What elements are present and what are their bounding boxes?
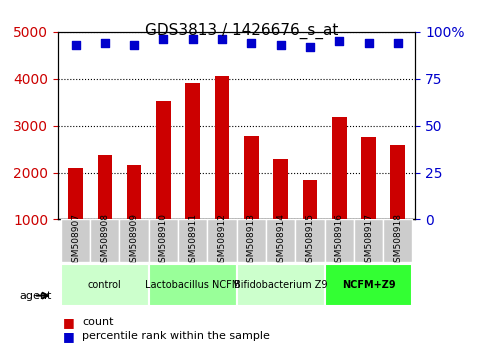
Bar xyxy=(332,117,346,266)
FancyBboxPatch shape xyxy=(325,219,354,262)
FancyBboxPatch shape xyxy=(383,219,412,262)
Text: GSM508910: GSM508910 xyxy=(159,213,168,268)
Text: Bifidobacterium Z9: Bifidobacterium Z9 xyxy=(234,280,327,290)
Bar xyxy=(273,159,288,266)
Bar xyxy=(244,136,258,266)
Text: GSM508913: GSM508913 xyxy=(247,213,256,268)
Text: Lactobacillus NCFM: Lactobacillus NCFM xyxy=(145,280,241,290)
Point xyxy=(218,36,226,42)
Point xyxy=(394,40,402,46)
Bar xyxy=(185,82,200,266)
FancyBboxPatch shape xyxy=(207,219,237,262)
FancyBboxPatch shape xyxy=(295,219,325,262)
Text: GSM508911: GSM508911 xyxy=(188,213,197,268)
FancyBboxPatch shape xyxy=(354,219,383,262)
Text: GSM508914: GSM508914 xyxy=(276,213,285,268)
Text: percentile rank within the sample: percentile rank within the sample xyxy=(82,331,270,341)
Text: GSM508918: GSM508918 xyxy=(393,213,402,268)
Bar xyxy=(215,76,229,266)
Text: ■: ■ xyxy=(63,316,74,329)
Bar xyxy=(361,137,376,266)
FancyBboxPatch shape xyxy=(61,264,149,306)
FancyBboxPatch shape xyxy=(149,264,237,306)
Bar xyxy=(98,155,112,266)
Text: GDS3813 / 1426676_s_at: GDS3813 / 1426676_s_at xyxy=(145,23,338,39)
Point xyxy=(71,42,79,48)
Text: GSM508915: GSM508915 xyxy=(305,213,314,268)
FancyBboxPatch shape xyxy=(237,219,266,262)
Text: GSM508917: GSM508917 xyxy=(364,213,373,268)
Point xyxy=(306,44,314,50)
Bar xyxy=(156,101,171,266)
Text: GSM508916: GSM508916 xyxy=(335,213,344,268)
Text: agent: agent xyxy=(19,291,52,301)
Point xyxy=(247,40,255,46)
FancyBboxPatch shape xyxy=(149,219,178,262)
Point xyxy=(101,40,109,46)
Bar xyxy=(68,168,83,266)
Point xyxy=(335,38,343,44)
Point xyxy=(159,36,167,42)
Text: count: count xyxy=(82,317,114,327)
FancyBboxPatch shape xyxy=(325,264,412,306)
Point xyxy=(277,42,284,48)
FancyBboxPatch shape xyxy=(90,219,119,262)
Bar xyxy=(127,165,142,266)
FancyBboxPatch shape xyxy=(61,219,90,262)
FancyBboxPatch shape xyxy=(266,219,295,262)
Bar xyxy=(390,145,405,266)
Text: GSM508908: GSM508908 xyxy=(100,213,109,268)
Bar xyxy=(302,180,317,266)
Point xyxy=(189,36,197,42)
Text: control: control xyxy=(88,280,122,290)
Point xyxy=(365,40,372,46)
FancyBboxPatch shape xyxy=(119,219,149,262)
Text: GSM508912: GSM508912 xyxy=(217,213,227,268)
Text: GSM508907: GSM508907 xyxy=(71,213,80,268)
FancyBboxPatch shape xyxy=(237,264,325,306)
Text: NCFM+Z9: NCFM+Z9 xyxy=(341,280,395,290)
FancyBboxPatch shape xyxy=(178,219,207,262)
Point xyxy=(130,42,138,48)
Text: GSM508909: GSM508909 xyxy=(129,213,139,268)
Text: ■: ■ xyxy=(63,330,74,343)
